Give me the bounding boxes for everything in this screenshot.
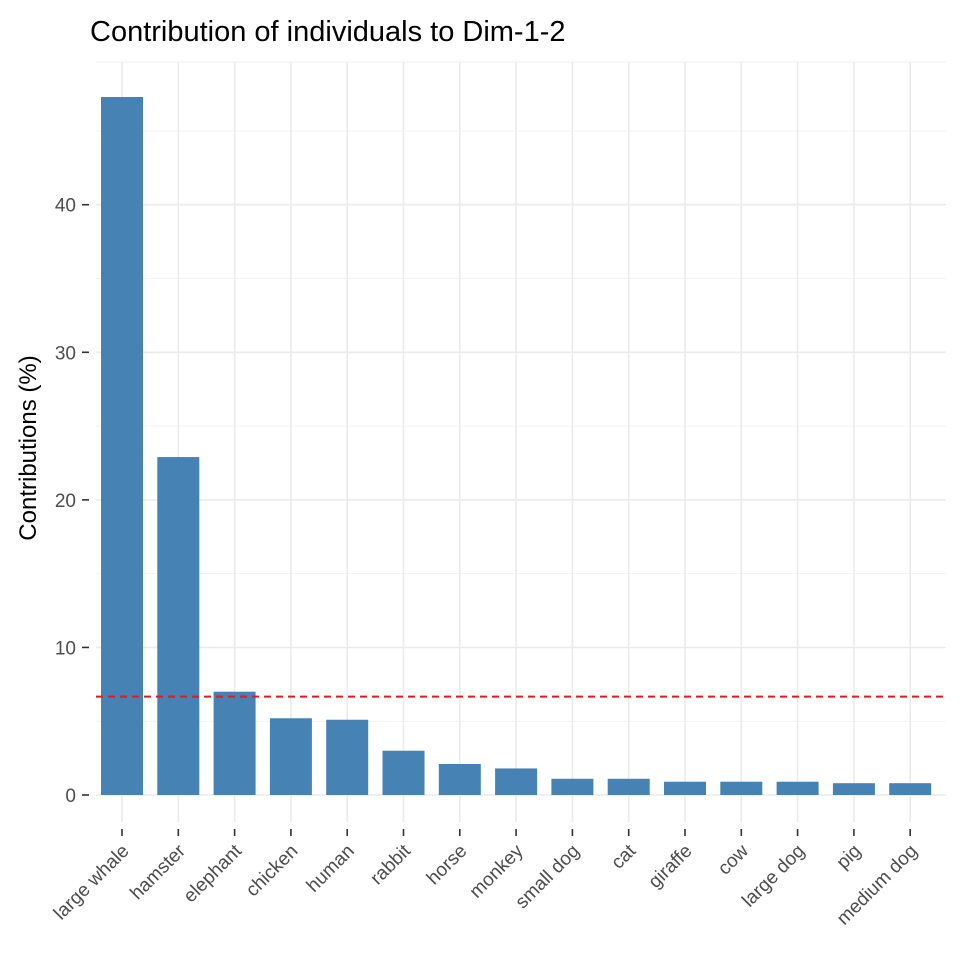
bar xyxy=(213,691,256,795)
y-tick-label: 10 xyxy=(55,638,76,659)
bar xyxy=(157,457,200,795)
bar xyxy=(776,781,819,795)
y-tick-label: 40 xyxy=(55,196,76,217)
bar xyxy=(438,764,481,795)
x-tick-label: pig xyxy=(833,841,866,874)
bar xyxy=(326,719,369,795)
bar xyxy=(720,781,763,795)
bar xyxy=(382,750,425,795)
x-tick-label: giraffe xyxy=(645,841,697,893)
bar xyxy=(495,768,538,795)
x-tick-label: chicken xyxy=(242,841,302,901)
bar xyxy=(607,778,650,795)
bar xyxy=(664,781,706,795)
x-tick-label: large dog xyxy=(738,841,809,912)
bar xyxy=(832,783,875,795)
x-tick-label: human xyxy=(303,841,359,897)
x-tick-label: cow xyxy=(714,840,753,879)
chart-title: Contribution of individuals to Dim-1-2 xyxy=(90,16,566,48)
x-tick-label: horse xyxy=(423,841,471,889)
y-axis: 0 10 20 30 40 xyxy=(55,196,89,807)
bar xyxy=(101,97,143,795)
bar xyxy=(269,718,312,795)
x-tick-label: elephant xyxy=(180,840,247,907)
bars xyxy=(101,97,932,795)
bar xyxy=(889,783,932,795)
y-tick-label: 30 xyxy=(55,343,76,364)
bar xyxy=(551,778,594,795)
x-tick-label: cat xyxy=(607,840,640,873)
y-tick-label: 0 xyxy=(65,786,76,807)
y-tick-label: 20 xyxy=(55,491,76,512)
x-tick-label: large whale xyxy=(50,841,134,925)
y-axis-label: Contributions (%) xyxy=(15,355,42,540)
x-tick-label: rabbit xyxy=(367,840,416,889)
